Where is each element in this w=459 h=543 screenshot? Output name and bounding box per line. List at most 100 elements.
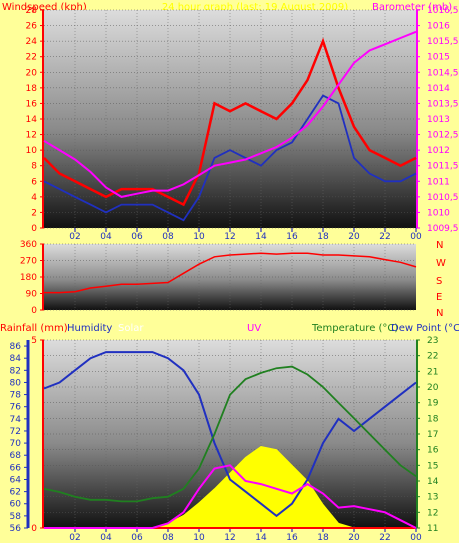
windspeed-y-tick-label: 2 — [31, 208, 37, 218]
humidity-y-tick-label: 72 — [10, 427, 21, 437]
temp-y-tick-label: 18 — [427, 414, 439, 424]
barometer-y-tick-label: 1014,5 — [427, 68, 459, 78]
wind-x-tick-label: 14 — [255, 232, 267, 242]
temp-x-tick-label: 22 — [379, 533, 390, 543]
barometer-y-tick-label: 1011,5 — [427, 162, 459, 172]
temp-y-tick-label: 13 — [427, 493, 438, 503]
humidity-y-tick-label: 70 — [10, 439, 22, 449]
windspeed-y-tick-label: 12 — [26, 131, 37, 141]
temp-y-tick-label: 15 — [427, 461, 438, 471]
compass-e: E — [436, 292, 442, 303]
rainfall-axis-label: Rainfall (mm) — [0, 323, 68, 334]
avg-windspeed-series-line — [43, 94, 417, 222]
windspeed-y-tick-label: 18 — [26, 84, 38, 94]
windspeed-y-tick-label: 22 — [26, 53, 37, 63]
humidity-series-line — [43, 351, 417, 518]
wind-dir-y-tick-label: 0 — [31, 306, 37, 316]
windspeed-y-tick-label: 14 — [26, 115, 38, 125]
temp-y-tick-label: 11 — [427, 524, 438, 534]
wind-x-tick-label: 20 — [348, 232, 360, 242]
temp-y-tick-label: 21 — [427, 367, 438, 377]
barometer-y-tick-label: 1010,5 — [427, 193, 459, 203]
humidity-y-tick-label: 84 — [10, 354, 22, 364]
dewpoint-axis-label: Dew Point (°C) — [391, 323, 459, 334]
compass-n-bottom: N — [436, 308, 443, 319]
humidity-y-tick-label: 80 — [10, 378, 22, 388]
temperature-axis-label: Temperature (°C) — [311, 323, 398, 334]
solar-axis-label: Solar — [118, 323, 144, 334]
barometer-y-tick-label: 1015,5 — [427, 37, 459, 47]
wind-dir-y-tick-label: 180 — [20, 273, 37, 283]
temp-x-tick-label: 14 — [255, 533, 267, 543]
windspeed-y-tick-label: 0 — [31, 224, 37, 234]
humidity-axis-label: Humidity — [67, 323, 112, 334]
humidity-y-tick-label: 58 — [10, 512, 22, 522]
barometer-y-tick-label: 1015 — [427, 53, 450, 63]
humidity-y-tick-label: 60 — [10, 500, 22, 510]
wind-x-tick-label: 02 — [69, 232, 80, 242]
temp-x-tick-label: 04 — [100, 533, 112, 543]
wind-dir-y-tick-label: 360 — [20, 240, 37, 250]
barometer-y-tick-label: 1009,5 — [427, 224, 459, 234]
temp-y-tick-label: 22 — [427, 352, 438, 362]
wind-x-tick-label: 08 — [162, 232, 174, 242]
windspeed-y-tick-label: 16 — [26, 99, 38, 109]
compass-w: W — [436, 258, 446, 269]
barometer-y-tick-label: 1012 — [427, 146, 450, 156]
temp-y-tick-label: 14 — [427, 477, 439, 487]
uv-series-line — [44, 464, 417, 529]
temp-x-tick-label: 12 — [224, 533, 235, 543]
wind-x-tick-label: 06 — [131, 232, 143, 242]
wind-x-tick-label: 00 — [410, 232, 422, 242]
windspeed-y-tick-label: 24 — [26, 37, 38, 47]
temp-y-tick-label: 16 — [427, 446, 439, 456]
temp-x-tick-label: 00 — [410, 533, 422, 543]
temp-y-tick-label: 19 — [427, 399, 439, 409]
humidity-y-tick-label: 76 — [10, 403, 22, 413]
temp-y-tick-label: 23 — [427, 336, 438, 346]
compass-s: S — [436, 276, 442, 287]
temp-x-tick-label: 02 — [69, 533, 80, 543]
temp-x-tick-label: 08 — [162, 533, 174, 543]
humidity-y-tick-label: 78 — [10, 391, 22, 401]
wind-dir-y-tick-label: 90 — [26, 290, 38, 300]
humidity-y-tick-label: 86 — [10, 342, 22, 352]
temp-x-tick-label: 06 — [131, 533, 143, 543]
rain-y-tick-label: 0 — [31, 524, 37, 534]
temp-y-tick-label: 12 — [427, 508, 438, 518]
humidity-y-tick-label: 68 — [10, 451, 22, 461]
rain-y-tick-label: 5 — [31, 336, 37, 346]
humidity-y-tick-label: 64 — [10, 475, 22, 485]
wind-direction-series-line — [44, 252, 417, 294]
humidity-y-tick-label: 82 — [10, 366, 21, 376]
wind-x-tick-label: 22 — [379, 232, 390, 242]
windspeed-y-tick-label: 4 — [31, 193, 37, 203]
wind-x-tick-label: 16 — [286, 232, 298, 242]
temp-x-tick-label: 16 — [286, 533, 298, 543]
wind-x-tick-label: 18 — [317, 232, 329, 242]
humidity-y-tick-label: 62 — [10, 488, 21, 498]
humidity-y-tick-label: 74 — [10, 415, 22, 425]
windspeed-y-tick-label: 28 — [26, 6, 38, 16]
wind-dir-y-tick-label: 270 — [20, 257, 37, 267]
barometer-y-tick-label: 1016,5 — [427, 6, 459, 16]
windspeed-y-tick-label: 6 — [31, 177, 37, 187]
windspeed-axis-label: Windspeed (kph) — [2, 2, 87, 13]
barometer-y-tick-label: 1014 — [427, 84, 450, 94]
windspeed-y-tick-label: 20 — [26, 68, 38, 78]
temp-x-tick-label: 20 — [348, 533, 360, 543]
uv-axis-label: UV — [247, 323, 261, 334]
temperature-series-line — [43, 365, 417, 503]
temp-x-tick-label: 10 — [193, 533, 205, 543]
temp-y-tick-label: 20 — [427, 383, 439, 393]
windspeed-y-tick-label: 26 — [26, 22, 38, 32]
wind-x-tick-label: 04 — [100, 232, 112, 242]
barometer-y-tick-label: 1016 — [427, 22, 450, 32]
windspeed-y-tick-label: 8 — [31, 162, 37, 172]
temp-x-tick-label: 18 — [317, 533, 329, 543]
temp-y-tick-label: 17 — [427, 430, 438, 440]
barometer-y-tick-label: 1010 — [427, 208, 450, 218]
barometer-series-line — [43, 30, 417, 198]
barometer-y-tick-label: 1013 — [427, 115, 450, 125]
